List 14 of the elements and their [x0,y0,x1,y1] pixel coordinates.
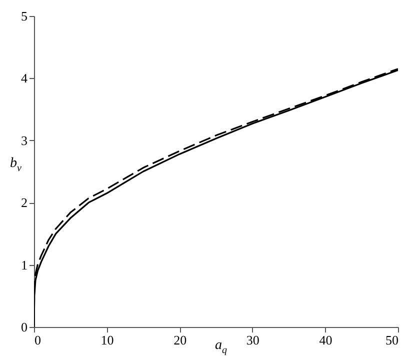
y-tick-label: 5 [21,8,28,24]
x-tick-label: 50 [386,332,398,348]
x-tick-label: 20 [174,332,187,348]
x-tick-label: 10 [100,332,114,348]
y-axis-title: b$_{v}$ [10,156,22,174]
y-tick-label: 1 [21,257,28,272]
x-tick-label: 30 [246,332,260,348]
y-tick-label: 2 [21,195,28,210]
y-tick-label: 0 [21,320,28,334]
x-tick-label: 0 [34,332,41,348]
x-tick-label: 40 [319,332,332,348]
y-tick-label: 4 [21,70,28,86]
x-axis-title: a$_{q}$ [215,338,227,356]
y-tick-label: 3 [21,132,28,148]
